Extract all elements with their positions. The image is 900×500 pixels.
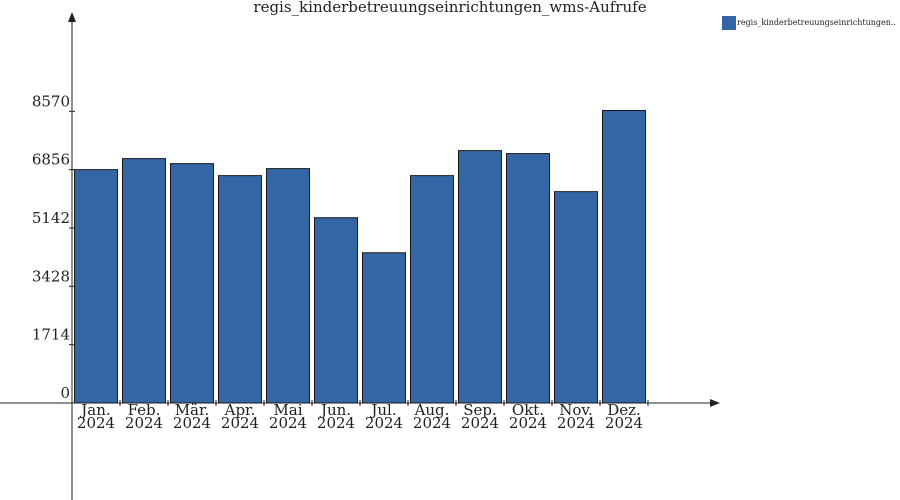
x-tick-label: 2024 [125, 414, 163, 432]
x-tick-label: Nov. [559, 401, 593, 419]
y-tick-label: 8570 [32, 92, 70, 110]
bar [602, 110, 646, 404]
x-tick-label: Feb. [128, 401, 161, 419]
x-tick-label: 2024 [317, 414, 355, 432]
y-tick-label: 0 [60, 384, 70, 402]
x-tick-label: Jun. [319, 401, 351, 419]
x-tick-label: Okt. [512, 401, 544, 419]
x-tick-label: Dez. [607, 401, 641, 419]
x-tick-label: 2024 [461, 414, 499, 432]
x-tick-label: 2024 [173, 414, 211, 432]
legend-swatch [722, 16, 736, 30]
x-tick-label: 2024 [77, 414, 115, 432]
x-tick-label: Aug. [414, 401, 450, 419]
x-tick-label: 2024 [413, 414, 451, 432]
x-tick-label: Apr. [224, 401, 256, 419]
bar [554, 191, 598, 404]
x-tick-label: Jul. [369, 401, 396, 419]
legend-label: regis_kinderbetreuungseinrichtungen.. [737, 18, 896, 27]
y-tick-label: 6856 [32, 151, 70, 169]
x-tick-label: Mai [273, 401, 302, 419]
y-tick-label: 1714 [32, 326, 70, 344]
bar [362, 252, 406, 404]
x-tick-label: 2024 [509, 414, 547, 432]
bar [458, 150, 502, 404]
x-tick-label: 2024 [557, 414, 595, 432]
x-tick-label: Jan. [79, 401, 110, 419]
y-tick-label: 5142 [32, 209, 70, 227]
bar [170, 163, 214, 404]
x-tick-label: 2024 [269, 414, 307, 432]
y-axis-arrow [68, 12, 76, 22]
x-tick-label: 2024 [605, 414, 643, 432]
chart-title: regis_kinderbetreuungseinrichtungen_wms-… [253, 0, 646, 16]
x-tick-label: Sep. [463, 401, 497, 419]
bar [266, 168, 310, 404]
bar [74, 169, 118, 404]
bar [506, 153, 550, 404]
bar [314, 217, 358, 404]
x-tick-label: 2024 [365, 414, 403, 432]
x-axis-arrow [710, 399, 720, 407]
bar [410, 175, 454, 404]
y-tick-label: 3428 [32, 267, 70, 285]
bar [218, 175, 262, 404]
x-tick-label: Mär. [175, 401, 210, 419]
bar [122, 158, 166, 404]
x-tick-label: 2024 [221, 414, 259, 432]
